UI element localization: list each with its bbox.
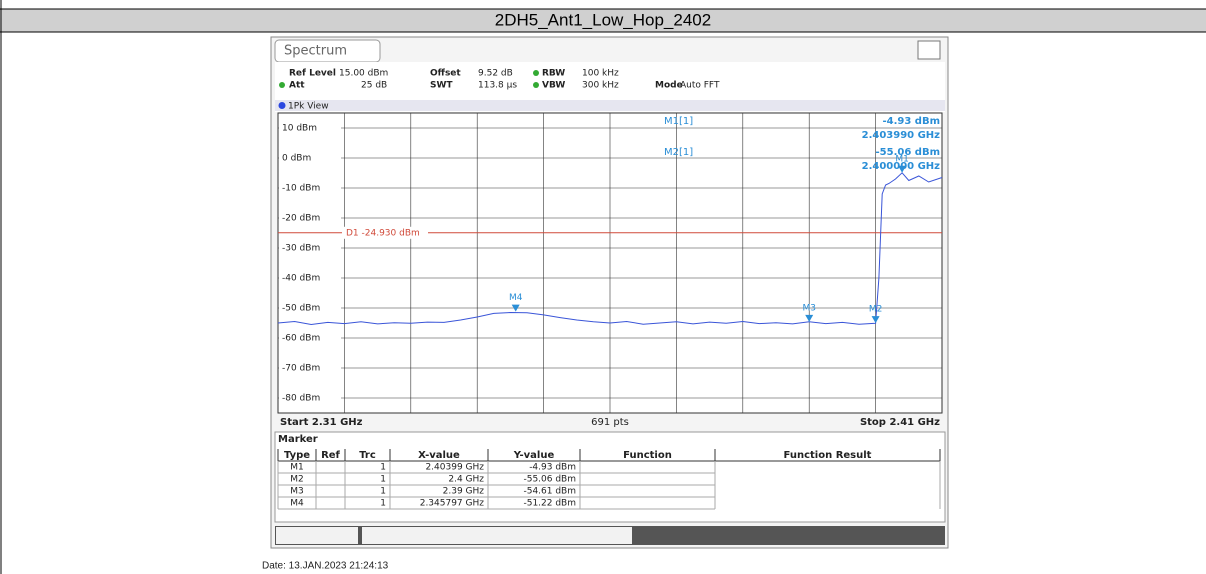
table-cell: -51.22 dBm (523, 499, 576, 509)
y-tick-label: -50 dBm (282, 304, 320, 314)
y-tick-label: -80 dBm (282, 394, 320, 404)
tick-bg (279, 122, 341, 134)
table-cell: 1 (380, 475, 386, 485)
y-tick-label: -30 dBm (282, 244, 320, 254)
table-cell: 1 (380, 463, 386, 473)
table-cell: -4.93 dBm (529, 463, 576, 473)
table-cell: M2 (290, 475, 304, 485)
setting-name: Ref Level (289, 69, 336, 79)
y-tick-label: -10 dBm (282, 184, 320, 194)
column-header: Type (284, 450, 310, 461)
tick-bg (279, 392, 341, 404)
marker-panel (274, 431, 946, 523)
setting-value: Auto FFT (680, 81, 720, 91)
tick-bg (279, 212, 341, 224)
marker-label: M3 (802, 303, 816, 313)
status-field (362, 527, 632, 544)
table-cell: 1 (380, 487, 386, 497)
table-cell: 2.39 GHz (443, 487, 485, 497)
readout-x: 2.400000 GHz (862, 161, 941, 172)
readout-name: M1[1] (664, 116, 693, 127)
marker-label: M1 (895, 154, 909, 164)
setting-value: 300 kHz (582, 81, 619, 91)
tick-bg (279, 242, 341, 254)
readout-y: -55.06 dBm (876, 147, 940, 158)
setting-value: 100 kHz (582, 69, 619, 79)
tick-bg (279, 272, 341, 284)
header-bar (0, 9, 1206, 32)
view-dot (278, 102, 286, 109)
y-tick-label: -70 dBm (282, 364, 320, 374)
setting-name: Mode (655, 81, 683, 91)
att-dot (279, 82, 285, 88)
setting-name: VBW (542, 81, 565, 91)
table-cell: 2.40399 GHz (425, 463, 484, 473)
column-header: Function Result (784, 450, 872, 461)
table-cell: -54.61 dBm (523, 487, 576, 497)
header-title: 2DH5_Ant1_Low_Hop_2402 (495, 10, 711, 29)
tick-bg (279, 332, 341, 344)
column-header: Y-value (513, 450, 555, 461)
table-cell: M4 (290, 499, 304, 509)
setting-value: 15.00 dBm (339, 69, 388, 79)
table-title: Marker (278, 434, 318, 445)
table-cell: -55.06 dBm (523, 475, 576, 485)
marker (511, 304, 520, 312)
table-cell: 2.345797 GHz (420, 499, 485, 509)
table-cell: 1 (380, 499, 386, 509)
tick-bg (279, 362, 341, 374)
y-tick-label: -60 dBm (282, 334, 320, 344)
column-header: Trc (359, 450, 376, 461)
tick-bg (279, 182, 341, 194)
tab-label: Spectrum (284, 44, 347, 59)
setting-name: RBW (542, 69, 565, 79)
view-label: 1Pk View (288, 102, 329, 112)
y-tick-label: -40 dBm (282, 274, 320, 284)
marker (871, 316, 880, 324)
column-header: Function (623, 450, 672, 461)
column-header: X-value (418, 450, 460, 461)
readout-y: -4.93 dBm (882, 116, 940, 127)
x-start-label: Start 2.31 GHz (280, 417, 363, 428)
y-tick-label: -20 dBm (282, 214, 320, 224)
display-line-label: D1 -24.930 dBm (346, 228, 420, 238)
table-cell: M1 (290, 463, 304, 473)
status-field (276, 527, 358, 544)
table-cell: 2.4 GHz (448, 475, 484, 485)
setting-name: Att (289, 81, 305, 91)
x-stop-label: Stop 2.41 GHz (860, 417, 940, 428)
view-bar (275, 100, 945, 111)
setting-name: SWT (430, 81, 453, 91)
x-points-label: 691 pts (591, 417, 629, 428)
readout-name: M2[1] (664, 147, 693, 158)
tick-bg (279, 302, 341, 314)
y-tick-label: 0 dBm (282, 154, 311, 164)
tick-bg (279, 152, 341, 164)
trace (277, 172, 943, 326)
footer-date: Date: 13.JAN.2023 21:24:13 (262, 561, 389, 572)
marker (898, 165, 907, 173)
icon[interactable] (917, 40, 941, 60)
column-header: Ref (321, 450, 340, 461)
readout-x: 2.403990 GHz (862, 130, 941, 141)
marker-label: M2 (869, 305, 883, 315)
y-tick-label: 10 dBm (282, 124, 317, 134)
tick-bg (342, 226, 428, 239)
marker (805, 314, 814, 322)
setting-value: 25 dB (361, 81, 387, 91)
marker-label: M4 (509, 293, 523, 303)
setting-value: 113.8 µs (478, 81, 517, 91)
rbw-dot (533, 70, 539, 76)
table-cell: M3 (290, 487, 304, 497)
setting-value: 9.52 dB (478, 69, 513, 79)
vbw-dot (533, 82, 539, 88)
setting-name: Offset (430, 69, 461, 79)
